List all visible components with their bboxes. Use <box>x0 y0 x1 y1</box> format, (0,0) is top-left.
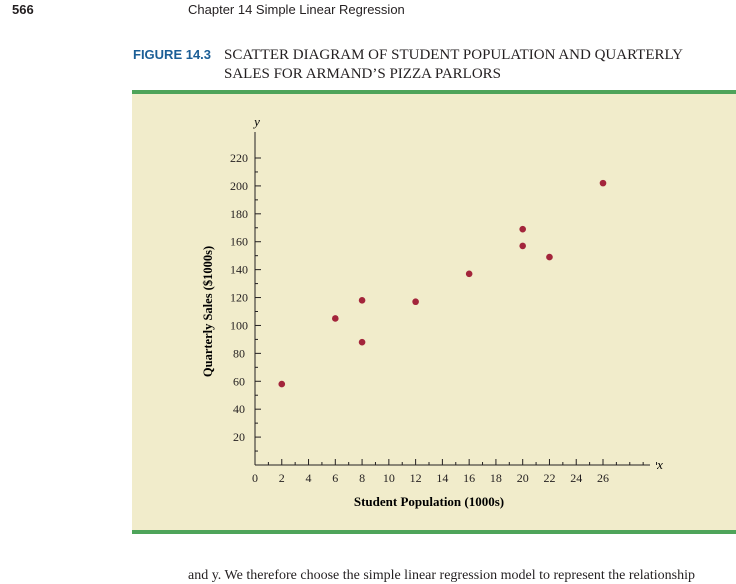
y-tick-label: 100 <box>230 318 248 332</box>
figure-title-line-2: SALES FOR ARMAND’S PIZZA PARLORS <box>224 66 502 82</box>
data-point <box>278 380 286 388</box>
x-tick-label: 2 <box>279 471 285 485</box>
x-tick-label: 12 <box>410 471 422 485</box>
data-point <box>332 315 339 322</box>
data-point <box>546 253 553 261</box>
running-head: Chapter 14 Simple Linear Regression <box>188 2 405 17</box>
data-point <box>519 242 526 250</box>
x-tick-label: 4 <box>306 471 312 485</box>
x-tick-label: 26 <box>597 471 609 485</box>
data-point <box>599 179 607 187</box>
figure-top-rule <box>132 90 736 94</box>
y-tick-label: 180 <box>230 207 248 221</box>
y-tick-label: 200 <box>230 179 248 193</box>
body-text: and y. We therefore choose the simple li… <box>188 568 695 583</box>
figure-title-line-1: SCATTER DIAGRAM OF STUDENT POPULATION AN… <box>224 47 684 63</box>
y-axis-label: Quarterly Sales ($1000s) <box>201 246 215 377</box>
y-tick-label: 20 <box>233 430 245 444</box>
figure-title: SCATTER DIAGRAM OF STUDENT POPULATION AN… <box>224 46 724 84</box>
x-axis-letter: x <box>656 457 663 472</box>
x-tick-label: 6 <box>332 471 338 485</box>
x-tick-label: 0 <box>252 471 258 485</box>
y-axis: 20 40 60 80 100 120 140 160 180 200 220 <box>230 132 261 465</box>
x-tick-label: 8 <box>359 471 365 485</box>
y-tick-label: 60 <box>233 374 245 388</box>
y-tick-label: 120 <box>230 291 248 305</box>
x-tick-label: 10 <box>383 471 395 485</box>
y-tick-label: 140 <box>230 263 248 277</box>
x-tick-label: 18 <box>490 471 502 485</box>
y-tick-label: 220 <box>230 151 248 165</box>
x-axis: 0 2 4 6 8 10 12 14 16 18 20 22 24 26 <box>252 459 658 485</box>
data-point <box>465 270 473 278</box>
data-point <box>358 338 366 346</box>
data-point <box>519 225 526 233</box>
x-tick-label: 22 <box>543 471 555 485</box>
data-points <box>278 179 607 388</box>
data-point <box>412 298 419 306</box>
figure-label: FIGURE 14.3 <box>133 47 212 62</box>
y-tick-label: 160 <box>230 235 248 249</box>
y-tick-label: 80 <box>233 346 245 360</box>
x-tick-label: 16 <box>463 471 475 485</box>
page-number: 566 <box>12 2 34 17</box>
x-axis-label: Student Population (1000s) <box>354 494 504 509</box>
figure-bottom-rule <box>132 530 736 534</box>
x-tick-label: 14 <box>436 471 448 485</box>
data-point <box>358 297 366 304</box>
figure-panel: 20 40 60 80 100 120 140 160 180 200 220 0 2 4 6 8 10 12 1… <box>132 94 736 530</box>
x-tick-label: 24 <box>570 471 582 485</box>
y-tick-label: 40 <box>233 402 245 416</box>
x-tick-label: 20 <box>517 471 529 485</box>
y-axis-letter: y <box>252 114 260 129</box>
